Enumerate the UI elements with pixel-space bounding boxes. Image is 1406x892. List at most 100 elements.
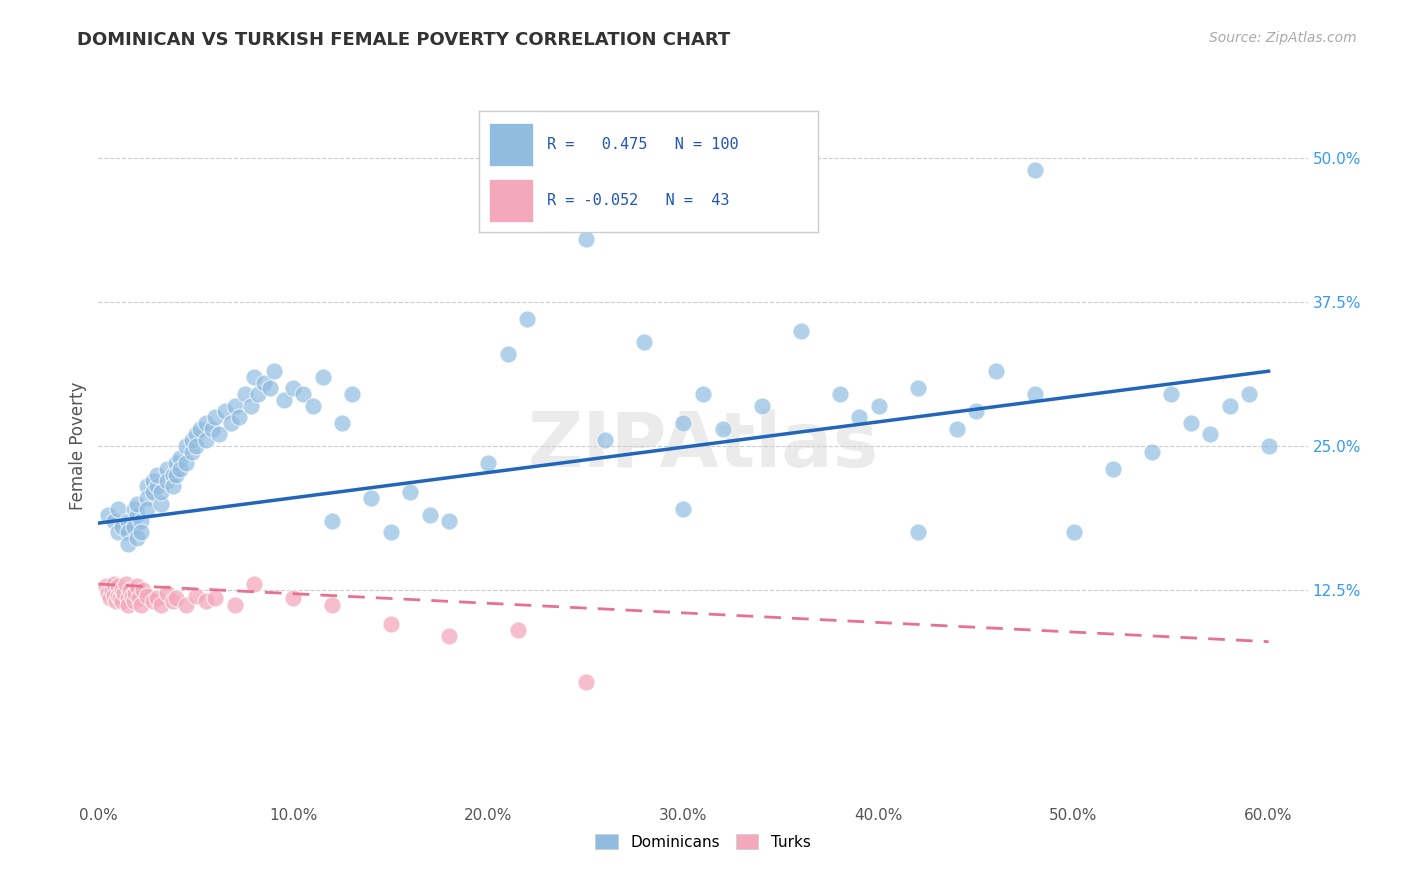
Text: DOMINICAN VS TURKISH FEMALE POVERTY CORRELATION CHART: DOMINICAN VS TURKISH FEMALE POVERTY CORR…	[77, 31, 731, 49]
Point	[146, 591, 169, 605]
Point	[1257, 439, 1279, 453]
Point	[124, 586, 146, 600]
Point	[1024, 387, 1046, 401]
Point	[1101, 462, 1123, 476]
Point	[142, 485, 165, 500]
Point	[127, 497, 149, 511]
Point	[633, 335, 655, 350]
Y-axis label: Female Poverty: Female Poverty	[69, 382, 87, 510]
Point	[128, 591, 150, 605]
Point	[194, 434, 217, 448]
Point	[259, 381, 281, 395]
Point	[200, 422, 222, 436]
Point	[945, 422, 967, 436]
Point	[1219, 399, 1241, 413]
Point	[292, 387, 315, 401]
Point	[321, 598, 343, 612]
Point	[117, 591, 139, 605]
Point	[214, 404, 236, 418]
Point	[965, 404, 987, 418]
Point	[156, 474, 179, 488]
Point	[103, 589, 125, 603]
Point	[496, 347, 519, 361]
Point	[114, 577, 136, 591]
Point	[188, 422, 211, 436]
Point	[149, 485, 172, 500]
Point	[107, 589, 129, 603]
Point	[575, 232, 598, 246]
Point	[233, 387, 256, 401]
Point	[789, 324, 811, 338]
Point	[96, 579, 118, 593]
Point	[516, 312, 538, 326]
Point	[122, 519, 145, 533]
Point	[253, 376, 276, 390]
Point	[243, 577, 266, 591]
Point	[117, 525, 139, 540]
Point	[136, 502, 159, 516]
Point	[439, 629, 461, 643]
Point	[1063, 525, 1085, 540]
Point	[1160, 387, 1182, 401]
Point	[239, 399, 262, 413]
Point	[672, 416, 695, 430]
Point	[848, 410, 870, 425]
Point	[194, 594, 217, 608]
Point	[711, 422, 734, 436]
Text: ZIPAtlas: ZIPAtlas	[527, 409, 879, 483]
Point	[132, 582, 155, 597]
Point	[477, 456, 499, 470]
Point	[302, 399, 325, 413]
Point	[117, 537, 139, 551]
Point	[283, 591, 305, 605]
Point	[204, 591, 226, 605]
Point	[127, 508, 149, 522]
Point	[156, 462, 179, 476]
Point	[1237, 387, 1260, 401]
Point	[136, 479, 159, 493]
Point	[1199, 427, 1222, 442]
Point	[208, 427, 231, 442]
Point	[907, 381, 929, 395]
Point	[184, 439, 207, 453]
Point	[165, 467, 187, 482]
Point	[117, 514, 139, 528]
Point	[127, 531, 149, 545]
Point	[142, 594, 165, 608]
Legend: Dominicans, Turks: Dominicans, Turks	[589, 828, 817, 855]
Point	[131, 525, 153, 540]
Point	[122, 594, 145, 608]
Point	[169, 462, 191, 476]
Point	[243, 370, 266, 384]
Point	[312, 370, 335, 384]
Point	[146, 479, 169, 493]
Point	[103, 577, 125, 591]
Point	[380, 525, 402, 540]
Point	[506, 623, 529, 637]
Point	[751, 399, 773, 413]
Point	[595, 434, 617, 448]
Point	[131, 514, 153, 528]
Point	[165, 456, 187, 470]
Point	[263, 364, 285, 378]
Point	[321, 514, 343, 528]
Point	[181, 444, 204, 458]
Point	[165, 591, 187, 605]
Point	[149, 598, 172, 612]
Point	[104, 594, 127, 608]
Point	[97, 508, 120, 522]
Point	[121, 589, 143, 603]
Point	[224, 399, 246, 413]
Point	[107, 525, 129, 540]
Point	[162, 594, 184, 608]
Point	[204, 410, 226, 425]
Point	[399, 485, 422, 500]
Point	[149, 497, 172, 511]
Point	[1024, 162, 1046, 177]
Point	[136, 589, 159, 603]
Point	[984, 364, 1007, 378]
Point	[907, 525, 929, 540]
Point	[194, 416, 217, 430]
Point	[340, 387, 363, 401]
Point	[131, 598, 153, 612]
